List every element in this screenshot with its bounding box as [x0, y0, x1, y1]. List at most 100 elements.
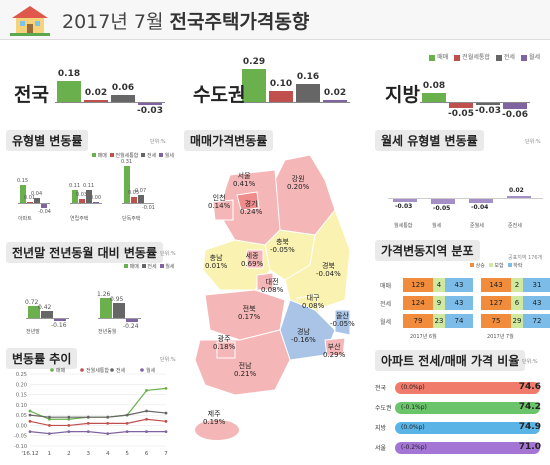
type-change-unit: 단위:% — [150, 139, 166, 145]
rent-bar-label-0: -0.03 — [395, 202, 413, 210]
map-label-name: 전남 — [238, 362, 252, 370]
top-bar-1-0 — [242, 68, 266, 102]
trend-point-3-2 — [67, 430, 71, 433]
map-label-value: 0.17% — [238, 313, 261, 321]
map-label-value: 0.21% — [234, 370, 257, 378]
house-icon — [10, 6, 50, 36]
type-chart-label-1-1: 0.03 — [76, 192, 88, 199]
yoy-chart-label-0-0: 0.72 — [25, 299, 39, 307]
map-label-value: -0.04% — [316, 270, 341, 278]
trend-point-2-6 — [145, 409, 148, 413]
yoy-chart-bar-1-2 — [126, 318, 138, 322]
yoy-chart-label-0-2: -0.16 — [51, 321, 67, 329]
dist-row-label-1: 전세 — [380, 301, 392, 308]
top-bar-0-1 — [84, 99, 108, 102]
yoy-chart-baseline-1 — [98, 318, 141, 319]
trend-ytick-0: 0.25 — [16, 372, 27, 378]
ratio-bar-1 — [395, 402, 540, 414]
yoy-chart-label-1-1: 0.95 — [110, 295, 124, 303]
type-chart-bar-1-1 — [79, 199, 85, 203]
rent-type-unit: 단위:% — [525, 139, 541, 145]
korea-map — [194, 154, 351, 440]
top-bar-2-3 — [503, 102, 527, 109]
map-region-jeju — [195, 420, 239, 440]
map-region-sejong — [246, 249, 264, 269]
map-label-name: 경북 — [321, 262, 335, 270]
ratio-bar-2 — [395, 422, 540, 434]
type-chart-label-1-0: 0.11 — [69, 182, 81, 189]
yoy-chart-bar-1-0 — [100, 297, 112, 318]
ratio-label-3: 서울 — [375, 445, 387, 452]
dist-cell-1-1-1: 6 — [511, 296, 523, 310]
trend-legend-dot-1 — [80, 368, 84, 372]
ratio-value-0: 74.6 — [518, 382, 541, 392]
map-label-value: 0.01% — [205, 262, 228, 270]
map-label-8: 경북 -0.04% — [316, 262, 341, 278]
dist-period-july: 2017년 7월 — [487, 334, 514, 340]
top-bar-label-2-1: -0.05 — [448, 108, 474, 119]
map-label-value: 0.24% — [240, 208, 263, 216]
trend-xtick-0: '16.12 — [21, 451, 38, 457]
trend-point-3-4 — [106, 432, 110, 436]
trend-point-3-6 — [145, 430, 148, 433]
type-chart-bar-1-2 — [86, 189, 92, 203]
rent-cat-3: 준전세 — [508, 223, 522, 229]
type-chart-bar-2-2 — [138, 194, 144, 203]
map-region-ulsan — [334, 309, 351, 336]
trend-line-3 — [29, 430, 166, 435]
map-label-6: 충북 -0.05% — [270, 238, 295, 254]
type-change-title: 유형별 변동률 — [6, 130, 89, 151]
type-chart-baseline-0 — [18, 203, 50, 204]
trend-point-2-0 — [28, 413, 32, 417]
map-label-name: 전북 — [242, 305, 256, 313]
trend-point-1-5 — [125, 421, 129, 425]
map-region-busan — [324, 337, 346, 357]
map-label-9: 전북 0.17% — [238, 305, 260, 321]
type-chart-cat-0: 아파트 — [18, 216, 32, 222]
trend-legend-2: 전세 — [116, 367, 126, 374]
dist-cell-2-1-1: 29 — [511, 314, 523, 328]
map-label-5: 세종 0.69% — [241, 252, 263, 268]
dist-cell-2-0-0: 79 — [403, 314, 433, 328]
map-label-name: 충남 — [209, 254, 223, 262]
map-label-value: -0.16% — [291, 336, 316, 344]
map-label-3: 강원 0.20% — [287, 175, 309, 191]
trend-point-3-1 — [48, 432, 51, 436]
dist-cell-1-0-0: 124 — [403, 296, 433, 310]
trend-title: 변동률 추이 — [6, 348, 78, 369]
ratio-unit: 단위:% — [522, 359, 538, 365]
type-chart-bar-0-3 — [41, 203, 47, 208]
type-chart-bar-1-3 — [93, 202, 99, 203]
trend-point-1-4 — [106, 421, 110, 425]
trend-point-2-7 — [164, 411, 168, 415]
trend-ytick-6: -0.05 — [14, 434, 27, 440]
trend-ytick-3: 0.10 — [16, 403, 27, 409]
trend-xtick-3: 3 — [87, 451, 91, 457]
type-chart-bar-0-2 — [34, 198, 40, 203]
map-label-name: 강원 — [291, 175, 305, 183]
yoy-chart-bar-0-0 — [28, 306, 40, 318]
yoy-legend: 매매 전세 월세 — [124, 263, 174, 270]
yoy-chart-bar-0-2 — [54, 318, 66, 321]
map-label-0: 서울 0.41% — [233, 172, 255, 188]
trend-ytick-5: 0.00 — [16, 423, 27, 429]
rent-cat-0: 월세통합 — [394, 223, 413, 229]
type-chart-cat-2: 단독주택 — [122, 216, 141, 222]
top-bar-1-1 — [269, 90, 293, 102]
trend-point-2-3 — [86, 415, 90, 419]
ratio-bar-3 — [395, 442, 540, 454]
ratio-label-2: 지방 — [375, 425, 387, 432]
yoy-chart-label-0-1: 0.42 — [38, 304, 52, 312]
yoy-chart-cat-1: 전년동월 — [98, 329, 117, 335]
dist-cell-0-1-1: 2 — [511, 278, 523, 292]
yoy-chart-bar-0-1 — [41, 311, 53, 318]
map-label-name: 서울 — [237, 172, 251, 180]
dist-cell-0-0-0: 129 — [403, 278, 433, 292]
map-label-value: 0.19% — [203, 418, 226, 426]
rent-baseline — [388, 198, 543, 199]
region-capital: 수도권 — [193, 84, 246, 106]
dist-legend: 상승 보합 하락 — [470, 262, 522, 269]
type-chart-label-2-1: 0.05 — [128, 190, 140, 196]
map-label-value: 0.29% — [323, 351, 346, 359]
trend-point-1-3 — [86, 421, 90, 425]
